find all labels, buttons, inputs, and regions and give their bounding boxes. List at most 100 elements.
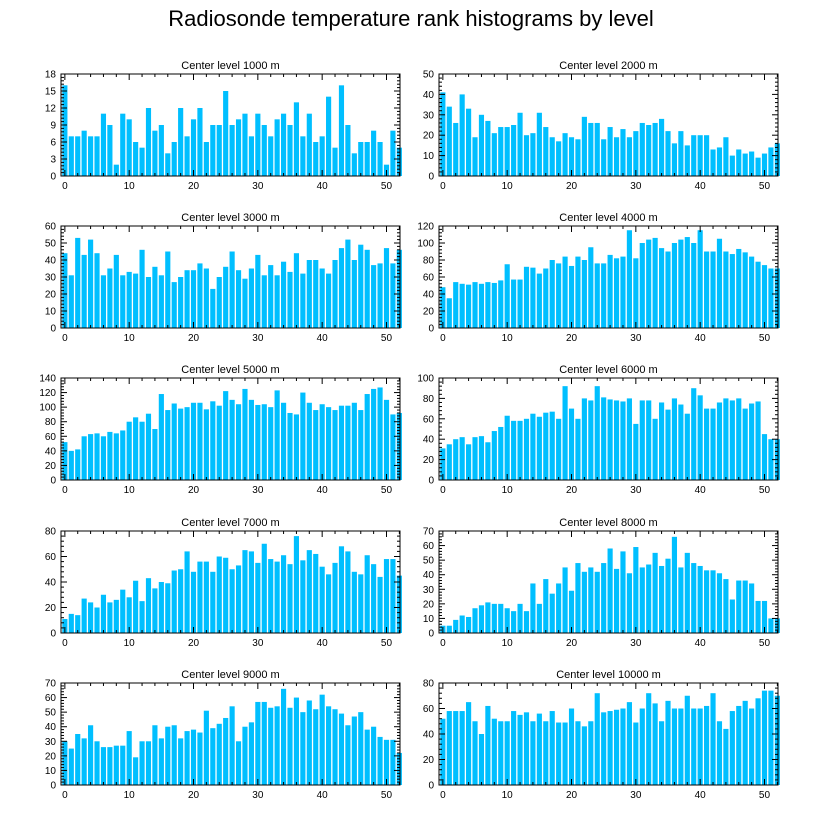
bar: [511, 279, 517, 328]
bar: [139, 601, 145, 634]
bar: [326, 96, 332, 176]
bar: [498, 280, 504, 328]
bar: [223, 266, 229, 328]
bar: [601, 712, 607, 785]
bar: [729, 155, 735, 176]
bar: [691, 563, 697, 633]
y-tick-label: 60: [45, 222, 57, 233]
bar: [235, 270, 242, 328]
bar: [62, 442, 68, 480]
bar: [549, 593, 555, 633]
bar: [504, 264, 510, 328]
bar: [62, 741, 68, 785]
bar: [184, 407, 190, 480]
bar: [575, 256, 581, 328]
bar: [178, 108, 184, 176]
bar: [485, 705, 491, 785]
bar: [81, 738, 87, 785]
bar: [326, 407, 332, 480]
bar: [581, 260, 587, 328]
bar: [716, 402, 723, 480]
bar: [626, 702, 632, 786]
panel-title: Center level 4000 m: [559, 212, 657, 224]
bar: [75, 136, 81, 176]
bar: [575, 418, 581, 480]
x-tick-label: 0: [440, 485, 446, 496]
x-tick-label: 50: [759, 333, 771, 344]
bar: [261, 404, 267, 480]
bar: [313, 709, 319, 785]
bar: [235, 741, 242, 785]
bar: [691, 243, 697, 328]
panel-5: Center level 5000 m 0 20 40 60 80 100 120 140 0 10…: [39, 364, 402, 496]
bar: [517, 279, 523, 328]
bar: [338, 85, 345, 176]
x-tick-label: 20: [566, 181, 578, 192]
bar: [338, 546, 345, 633]
bar: [287, 125, 293, 176]
bar: [697, 708, 703, 785]
y-tick-label: 80: [45, 417, 57, 428]
y-tick-label: 140: [39, 374, 56, 385]
y-tick-label: 70: [45, 679, 57, 690]
bar: [575, 563, 581, 633]
x-tick-label: 20: [566, 485, 578, 496]
bar: [472, 137, 478, 176]
panel-title: Center level 3000 m: [181, 212, 279, 224]
bar: [659, 118, 665, 176]
bar: [511, 420, 517, 480]
bar: [588, 122, 594, 176]
bar: [485, 442, 491, 480]
panel-title: Center level 9000 m: [181, 669, 279, 681]
bar: [364, 394, 370, 480]
bar: [459, 711, 465, 785]
y-tick-label: 10: [423, 151, 435, 162]
bar: [326, 273, 332, 328]
bar: [729, 400, 735, 480]
y-tick-label: 70: [423, 527, 435, 538]
y-tick-label: 10: [45, 766, 57, 777]
bar: [390, 414, 396, 480]
y-tick-label: 100: [39, 403, 56, 414]
bar: [184, 551, 190, 633]
bar: [594, 122, 600, 176]
figure-title: Radiosonde temperature rank histograms b…: [168, 6, 654, 31]
bar: [390, 130, 396, 176]
bar: [383, 399, 390, 480]
bar: [171, 725, 177, 785]
bar: [523, 611, 530, 633]
bar: [197, 732, 203, 785]
x-tick-label: 50: [381, 181, 393, 192]
bar: [62, 253, 68, 328]
bar: [281, 402, 287, 480]
bar: [613, 258, 620, 328]
y-tick-label: 60: [423, 273, 435, 284]
bar: [568, 265, 575, 328]
bar: [178, 408, 184, 480]
bar: [607, 254, 613, 328]
bar: [613, 709, 620, 785]
bar: [274, 119, 280, 176]
bar: [120, 113, 126, 176]
bar: [171, 142, 177, 176]
bar: [543, 721, 549, 785]
bar: [81, 598, 87, 633]
bar: [171, 570, 177, 633]
x-tick-label: 50: [759, 638, 771, 649]
bar: [562, 133, 568, 176]
bar: [581, 726, 587, 785]
x-tick-label: 50: [759, 485, 771, 496]
panel-2: Center level 2000 m 0 10 20 30 40 50 0 10 20 30 40 5…: [423, 60, 780, 192]
y-tick-label: 0: [428, 476, 434, 487]
bar: [145, 578, 152, 633]
bar: [158, 582, 164, 633]
bar: [165, 251, 171, 328]
bar: [120, 745, 126, 785]
bar: [620, 129, 626, 176]
x-tick-label: 50: [381, 638, 393, 649]
bar: [684, 413, 690, 480]
bar: [536, 273, 542, 328]
bar: [268, 265, 274, 328]
x-tick-label: 10: [502, 333, 514, 344]
bar: [68, 275, 74, 328]
